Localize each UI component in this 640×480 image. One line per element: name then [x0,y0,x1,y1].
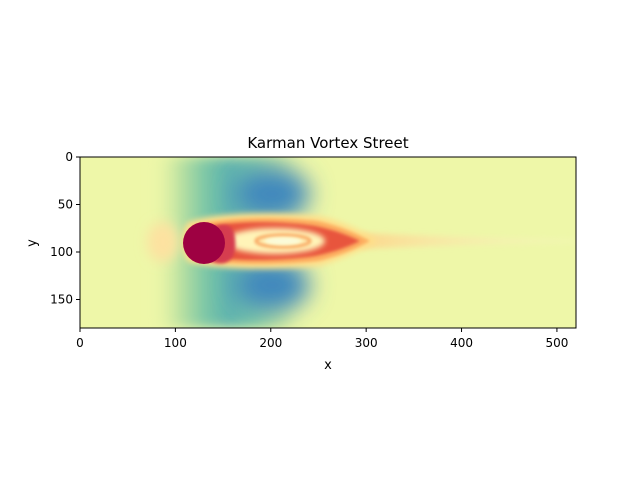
y-tick-label: 100 [50,245,73,259]
upstream-halo [147,222,179,262]
plot-frame [79,156,577,329]
x-axis-label: x [324,358,332,373]
wake-center [265,237,301,245]
heatmap-field [80,157,576,328]
wake-inner-ring [254,233,312,249]
x-axis: 0 100 200 300 400 500 [76,328,568,350]
x-tick-label: 100 [164,336,187,350]
y-tick-label: 150 [50,293,73,307]
trailing-streak [360,233,576,249]
x-tick-label: 400 [450,336,473,350]
x-tick-label: 500 [545,336,568,350]
x-tick-label: 0 [76,336,84,350]
y-axis: 0 50 100 150 [50,150,80,307]
y-tick-label: 0 [65,150,73,164]
obstacle [183,222,225,264]
low-value-lobe-top [234,168,310,220]
low-value-lobe-bottom [234,259,310,311]
chart-title: Karman Vortex Street [247,134,408,152]
y-tick-label: 50 [58,198,73,212]
x-tick-label: 300 [355,336,378,350]
x-tick-label: 200 [259,336,282,350]
y-axis-label: y [25,239,40,247]
